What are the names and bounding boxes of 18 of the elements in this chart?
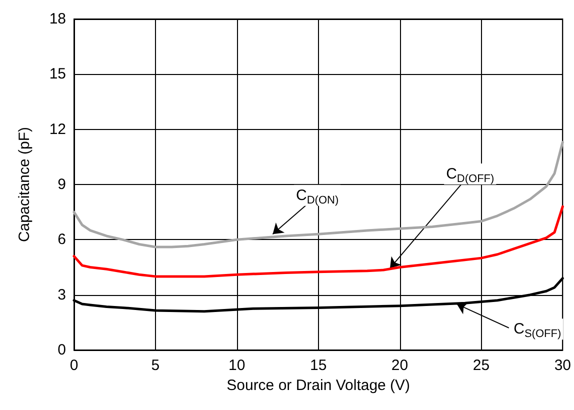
x-tick-label: 30 (554, 357, 571, 374)
y-axis-title: Capacitance (pF) (16, 126, 33, 242)
y-tick-label: 3 (58, 286, 66, 304)
y-tick-label: 18 (49, 10, 66, 28)
x-tick-label: 10 (228, 357, 246, 374)
x-tick-label: 15 (310, 357, 327, 374)
x-tick-label: 20 (391, 357, 408, 374)
y-tick-label: 9 (58, 176, 66, 193)
y-tick-label: 12 (49, 120, 66, 138)
line-series (72, 205, 564, 278)
y-tick-label: 6 (58, 231, 66, 248)
y-tick-label: 0 (58, 342, 66, 358)
x-axis-title: Source or Drain Voltage (V) (226, 376, 410, 394)
y-tick-label: 15 (49, 66, 66, 83)
line-series (72, 140, 564, 248)
x-tick-label: 0 (70, 357, 78, 374)
x-tick-label: 5 (151, 357, 160, 374)
x-tick-label: 25 (472, 357, 490, 374)
